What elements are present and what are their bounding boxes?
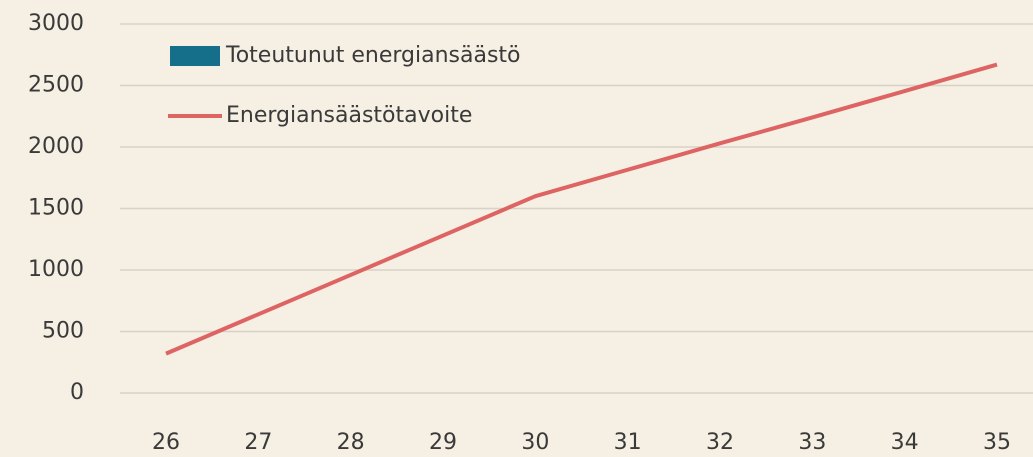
x-tick-label: 34 xyxy=(891,430,919,455)
x-tick-label: 32 xyxy=(706,430,734,455)
legend-swatch xyxy=(170,46,220,66)
x-tick-label: 33 xyxy=(798,430,826,455)
y-tick-label: 0 xyxy=(70,380,84,405)
x-tick-label: 30 xyxy=(521,430,549,455)
y-tick-label: 1500 xyxy=(28,196,84,221)
legend-label: Toteutunut energiansäästö xyxy=(225,43,521,68)
x-tick-label: 31 xyxy=(614,430,642,455)
x-tick-label: 35 xyxy=(983,430,1011,455)
y-tick-label: 2500 xyxy=(28,73,84,98)
y-tick-label: 500 xyxy=(42,319,84,344)
y-tick-label: 1000 xyxy=(28,257,84,282)
x-tick-label: 27 xyxy=(244,430,272,455)
x-tick-label: 29 xyxy=(429,430,457,455)
y-tick-label: 3000 xyxy=(28,11,84,36)
legend-label: Energiansäästötavoite xyxy=(226,103,472,128)
y-tick-label: 2000 xyxy=(28,134,84,159)
line xyxy=(165,62,998,356)
x-tick-label: 28 xyxy=(337,430,365,455)
x-tick-label: 26 xyxy=(152,430,180,455)
